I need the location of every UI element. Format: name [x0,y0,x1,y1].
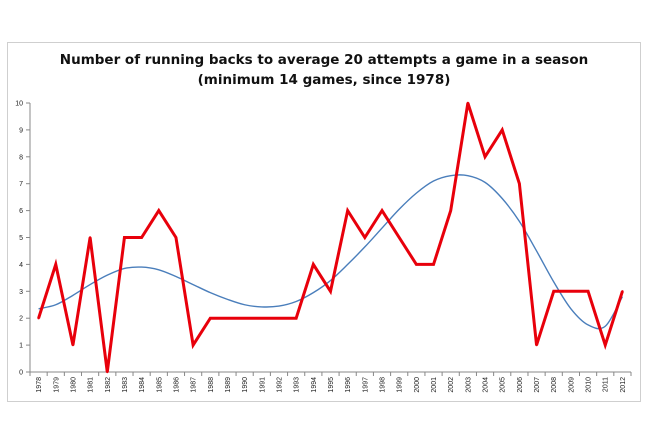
x-tick-label: 1994 [311,377,318,393]
y-tick-label: 1 [19,343,23,350]
data-point [277,317,281,320]
data-point [37,317,40,320]
axes-layer [26,102,632,376]
trendline-series [38,174,624,330]
data-point [518,182,521,185]
data-series-line [37,102,624,373]
data-point [535,343,538,347]
x-tick-label: 2006 [517,377,524,393]
labels-layer: 0 1 2 3 4 5 6 7 8 9 10 1978 1979 1980 1981 1982 1983 1984… [15,101,627,393]
data-point [294,317,298,320]
x-tick-label: 1995 [328,377,335,393]
data-point [71,343,75,347]
series-layer [37,101,624,374]
x-tick-label: 1980 [70,377,77,393]
data-point [501,128,504,132]
x-tick-label: 2011 [603,377,610,392]
x-tick-label: 2004 [483,377,490,393]
y-tick-label: 8 [19,154,23,161]
x-tick-label: 1985 [156,377,163,393]
y-tick-label: 7 [19,181,23,188]
x-tick-label: 1996 [345,377,352,393]
data-point [604,343,607,347]
data-point [552,290,555,293]
y-tick-label: 3 [19,289,23,296]
x-tick-label: 2007 [534,377,541,393]
x-tick-label: 1979 [53,377,60,393]
data-point [483,155,487,158]
x-tick-label: 2002 [448,377,455,393]
y-tick-label: 5 [19,235,23,242]
data-point [88,236,92,239]
data-point [586,290,590,293]
data-point [174,236,178,239]
data-point [54,263,57,266]
x-tick-label: 1989 [225,377,232,393]
data-point [415,263,418,266]
x-tick-label: 1999 [397,377,404,393]
data-point [157,209,160,212]
x-tick-label: 2001 [431,377,438,393]
x-tick-label: 2008 [551,377,558,393]
data-point [123,236,126,239]
chart-title-block: Number of running backs to average 20 at… [7,50,641,90]
data-point [432,263,435,266]
x-tick-label: 1998 [380,377,387,393]
data-point [243,317,246,320]
y-tick-label: 2 [19,316,23,323]
x-tick-label: 1997 [362,377,369,393]
x-tick-label: 1983 [122,377,129,393]
data-point [449,209,452,212]
data-point [569,290,573,293]
x-tick-label: 2012 [620,377,627,393]
x-tick-label: 2009 [568,377,575,393]
x-tick-label: 2003 [465,377,472,393]
x-tick-label: 1982 [105,377,112,393]
x-tick-label: 1987 [191,377,198,393]
x-tick-label: 1992 [276,377,283,393]
y-tick-label: 4 [19,262,23,269]
data-point [380,209,384,212]
y-tick-label: 6 [19,208,23,215]
x-tick-label: 1990 [242,377,249,393]
y-tick-label: 9 [19,127,23,134]
data-point [397,236,401,239]
data-point [260,317,264,320]
x-tick-label: 1986 [173,377,180,393]
chart-title: Number of running backs to average 20 at… [59,52,589,68]
y-tick-label: 0 [19,370,23,377]
x-tick-label: 1978 [36,377,43,393]
y-tick-label: 10 [15,101,23,108]
data-point [329,290,332,293]
data-point [621,290,624,293]
x-tick-label: 1993 [294,377,301,393]
data-point [209,317,212,320]
chart-subtitle: (minimum 14 games, since 1978) [197,72,451,88]
x-tick-label: 1988 [208,377,215,393]
x-tick-label: 1991 [259,377,266,393]
data-point [226,317,229,320]
data-point [191,343,195,347]
data-point [312,263,315,266]
x-tick-label: 1984 [139,377,146,393]
x-tick-label: 2005 [500,377,507,393]
data-point [346,209,349,212]
data-point [466,101,470,105]
x-tick-label: 2000 [414,377,421,393]
data-point [140,236,143,239]
data-point [363,236,367,239]
x-tick-label: 2010 [586,377,593,393]
x-tick-label: 1981 [88,377,95,393]
data-point [106,370,109,374]
